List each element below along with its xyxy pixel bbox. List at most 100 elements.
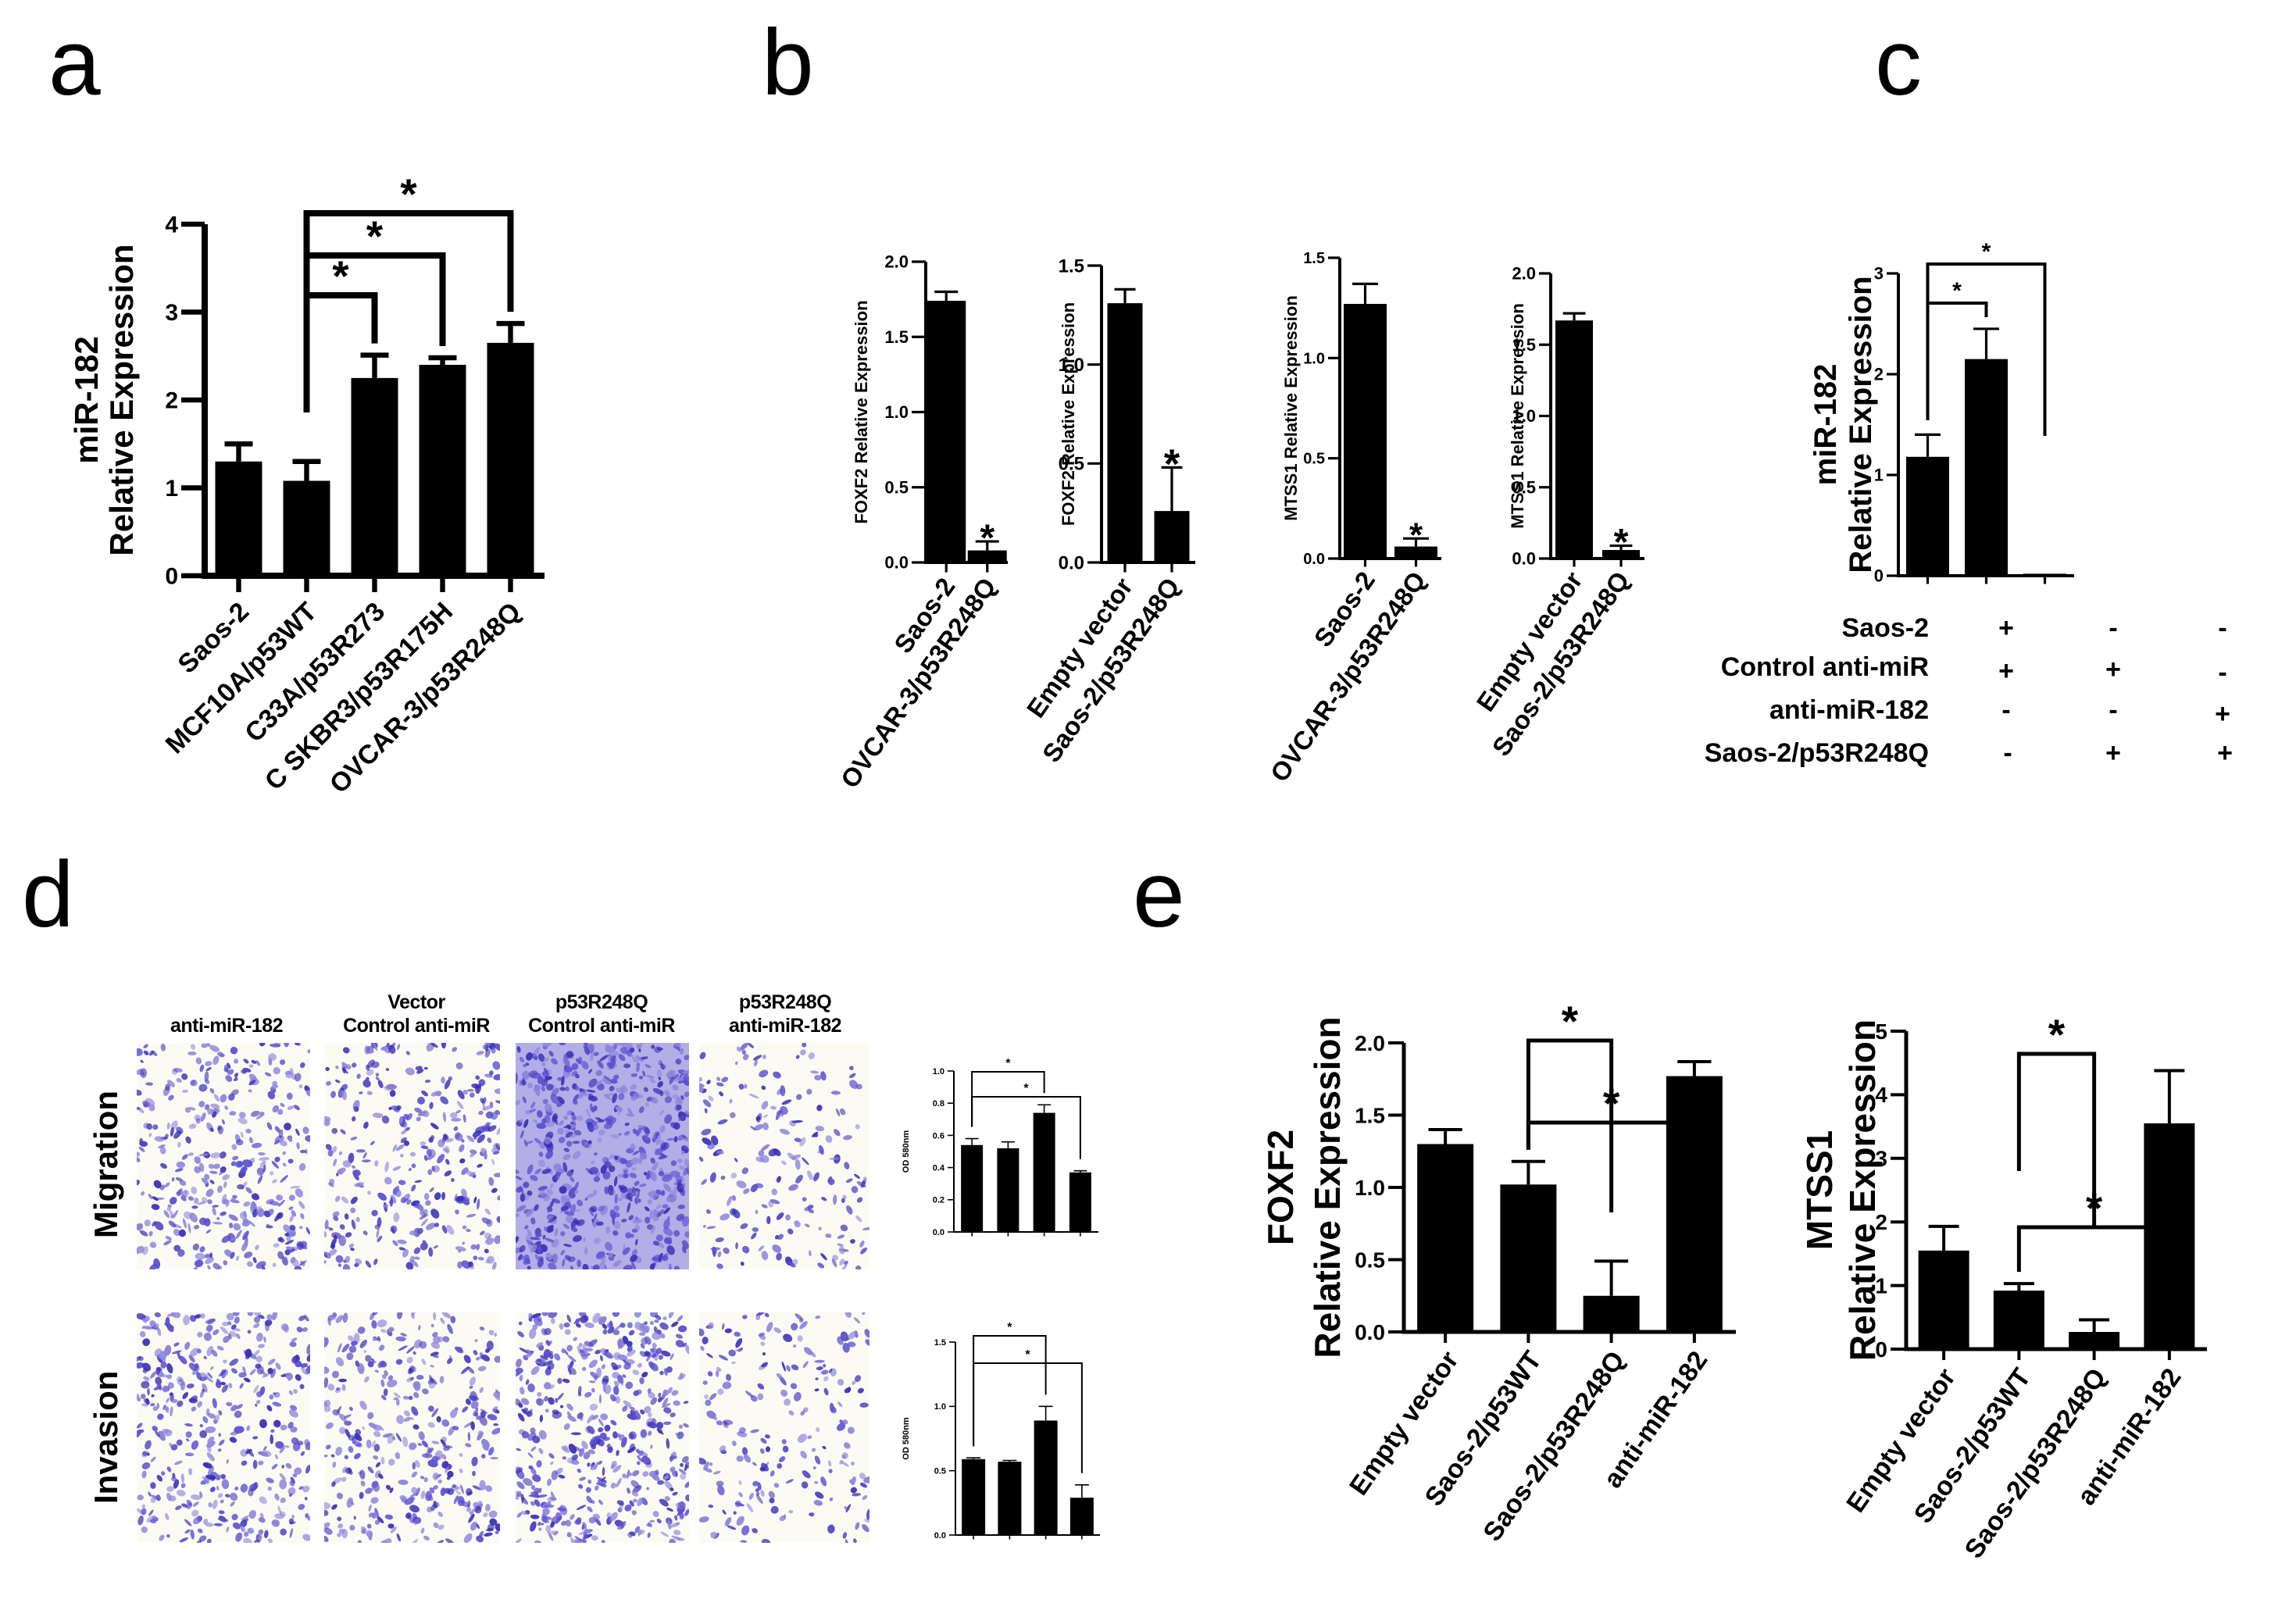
significance-star: * (1982, 239, 1991, 265)
bar (215, 461, 262, 576)
y-tick-label: 0 (1874, 566, 1884, 586)
significance-bracket (303, 210, 514, 330)
y-tick-label: 1.5 (934, 1338, 946, 1348)
significance-bracket (2016, 1225, 2172, 1273)
condition-sign: - (2109, 613, 2118, 643)
row-label-invasion: Invasion (87, 1370, 124, 1504)
y-tick-label: 0.8 (933, 1099, 944, 1109)
y-tick-label: 0.4 (933, 1163, 945, 1173)
y-tick-label: 0.5 (1512, 477, 1536, 497)
y-axis-label: FOXF2 (1260, 1130, 1301, 1245)
y-axis-label: FOXF2 Relative Expression (1059, 302, 1078, 526)
condition-header-2: Vector Control anti-miR (319, 991, 514, 1037)
bar (1154, 511, 1190, 562)
y-tick-label: 0.6 (933, 1131, 944, 1141)
bar (1069, 1172, 1091, 1232)
bar (1583, 1295, 1640, 1332)
bar (1965, 359, 2008, 576)
stain-texture (324, 1312, 500, 1543)
bar (1417, 1144, 1474, 1332)
bar (962, 1458, 986, 1535)
bar (1906, 456, 1949, 576)
condition-sign: + (2105, 655, 2121, 684)
y-tick-label: 3 (165, 300, 178, 326)
condition-sign: - (2109, 695, 2118, 725)
micrograph-migration-1 (137, 1043, 310, 1269)
panel-letter-e: e (1133, 842, 1185, 947)
condition-sign: - (2003, 738, 2012, 768)
condition-line2: anti-miR-182 (728, 1015, 842, 1037)
bar (998, 1462, 1022, 1535)
y-tick-label: 0.5 (884, 477, 909, 497)
chart-d-invasion: 0.0 0.5 1.0 1.5 * * OD 580nm (902, 1321, 1100, 1541)
stain-texture (516, 1043, 689, 1269)
y-tick-label: 4 (165, 212, 178, 238)
row-label-migration: Migration (87, 1091, 124, 1238)
y-tick-label: 2.0 (1355, 1031, 1385, 1055)
significance-star: * (1562, 997, 1579, 1045)
y-tick-label: 2.0 (1512, 264, 1536, 284)
y-axis-label: Relative Expression (1844, 276, 1878, 573)
significance-bracket (1526, 1038, 1614, 1212)
bar (1033, 1112, 1055, 1232)
y-tick-label: 3 (1874, 264, 1884, 284)
significance-bracket (1526, 1120, 1697, 1150)
condition-sign: - (2001, 695, 2011, 725)
bar (1602, 550, 1640, 559)
micrograph-migration-3 (516, 1043, 689, 1269)
y-tick-label: 1.5 (1059, 255, 1084, 277)
y-axis-label: Relative Expression (103, 244, 140, 555)
y-tick-label: 1.0 (1303, 350, 1325, 367)
significance-star: * (1025, 1348, 1030, 1362)
bar (927, 301, 966, 562)
significance-star: * (2086, 1184, 2103, 1232)
significance-bracket (1926, 262, 2047, 436)
y-axis-label: Relative Expression (1307, 1016, 1348, 1358)
bar (997, 1148, 1019, 1232)
y-tick-label: 1 (1874, 466, 1884, 485)
bar (1993, 1291, 2044, 1349)
panel-letter-a: a (48, 10, 101, 115)
significance-star: * (2048, 1010, 2066, 1059)
significance-star: * (1023, 1082, 1029, 1095)
significance-star: * (1164, 441, 1180, 487)
bar (1394, 546, 1437, 559)
condition-line1: Vector (387, 991, 445, 1013)
significance-star: * (366, 212, 384, 260)
y-tick-label: 3 (1875, 1147, 1887, 1171)
bar (283, 480, 330, 576)
condition-sign: + (2217, 738, 2233, 768)
y-tick-label: 1.5 (884, 327, 909, 347)
y-tick-label: 0.5 (1059, 454, 1084, 475)
bar (487, 342, 534, 576)
bar (2023, 573, 2066, 576)
y-tick-label: 1.0 (934, 1402, 946, 1412)
bar (1918, 1250, 1969, 1349)
y-tick-label: 1.0 (1059, 355, 1084, 376)
y-axis-label: OD 580nm (902, 1130, 911, 1173)
condition-sign: - (2218, 658, 2227, 687)
panel-letter-d: d (22, 842, 74, 947)
y-axis-label: MTSS1 Relative Expression (1281, 295, 1301, 521)
x-category-label: Saos-2/p53R248Q (1477, 1346, 1630, 1547)
chart-d-migration: 0.0 0.2 0.4 0.6 0.8 1.0 * * OD 580nm (902, 1057, 1098, 1237)
condition-line1: p53R248Q (555, 991, 648, 1013)
y-tick-label: 2 (165, 388, 178, 414)
y-tick-label: 0.0 (1303, 551, 1325, 568)
y-tick-label: 0.5 (1303, 451, 1325, 468)
bar (419, 365, 466, 576)
condition-label: Control anti-miR (1720, 652, 1929, 682)
y-axis-label: OD 580nm (902, 1417, 911, 1460)
y-tick-label: 0.0 (934, 1531, 946, 1541)
condition-sign: + (1998, 656, 2014, 686)
y-tick-label: 1.5 (1512, 335, 1536, 355)
significance-star: * (332, 252, 349, 300)
condition-line2: Control anti-miR (528, 1015, 675, 1037)
condition-line2: anti-miR-182 (170, 1015, 284, 1037)
y-tick-label: 5 (1875, 1019, 1887, 1044)
bar (961, 1144, 984, 1232)
chart-c: 0 1 2 3 * * miR-182 Relative Expression (1809, 239, 2074, 586)
y-tick-label: 0.0 (884, 553, 909, 573)
